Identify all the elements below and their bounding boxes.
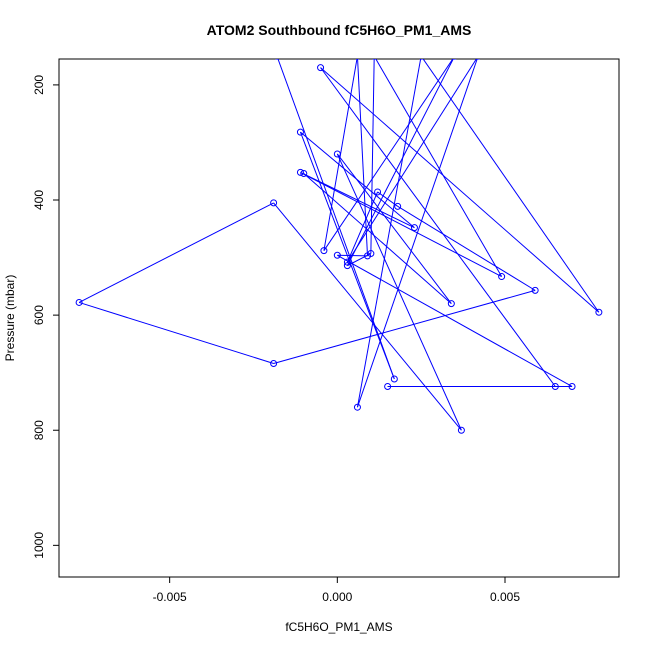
y-axis-label: Pressure (mbar) — [3, 275, 17, 362]
data-point — [374, 188, 382, 196]
series-line-segment — [337, 254, 368, 257]
series-line-segment — [320, 67, 556, 387]
x-tick-label: 0.005 — [490, 590, 520, 604]
series-line-segment — [346, 59, 454, 266]
data-point — [364, 252, 372, 260]
data-point — [551, 382, 559, 390]
data-point — [595, 308, 603, 316]
series-line-segment — [397, 205, 536, 291]
series-line-segment — [346, 191, 379, 263]
data-point — [274, 59, 279, 60]
y-tick-label: 1000 — [32, 532, 46, 559]
data-point — [498, 273, 506, 281]
data-point — [296, 128, 304, 136]
data-point — [457, 426, 465, 434]
data-point — [296, 168, 304, 176]
series-line-segment — [375, 59, 503, 277]
series-line-segment — [78, 301, 274, 364]
y-tick-label: 600 — [32, 305, 46, 325]
series-line-segment — [78, 202, 274, 303]
series-line-segment — [346, 59, 477, 263]
series-line-segment — [320, 67, 600, 313]
series-line-segment — [336, 153, 462, 431]
series-line-segment — [357, 59, 369, 256]
data-point — [75, 298, 83, 306]
data-point — [452, 59, 457, 60]
series-line-segment — [277, 59, 395, 380]
y-tick-label: 400 — [32, 190, 46, 210]
series-line-segment — [273, 202, 462, 431]
y-tick-label: 200 — [32, 75, 46, 95]
x-tick-label: 0.000 — [322, 590, 352, 604]
data-point — [317, 64, 325, 72]
chart-title: ATOM2 Southbound fC5H6O_PM1_AMS — [207, 22, 472, 38]
data-point — [531, 286, 539, 294]
data-point — [384, 382, 392, 390]
data-point — [333, 251, 341, 259]
y-tick-label: 800 — [32, 420, 46, 440]
data-point — [447, 300, 455, 308]
x-axis: -0.005 0.000 0.005 — [153, 577, 520, 604]
data-point — [355, 59, 360, 60]
plot-frame — [58, 58, 620, 578]
data-point — [343, 258, 351, 266]
data-point — [419, 59, 424, 60]
data-point — [390, 375, 398, 383]
data-series — [75, 59, 603, 434]
series-line-segment — [303, 173, 452, 304]
data-point — [320, 247, 328, 255]
series-line-segment — [356, 59, 478, 408]
series-line-segment — [336, 153, 452, 304]
x-axis-label: fC5H6O_PM1_AMS — [285, 620, 392, 634]
series-line-segment — [273, 289, 536, 364]
data-point — [394, 202, 402, 210]
data-point — [270, 359, 278, 367]
data-point — [372, 59, 377, 60]
data-point — [353, 403, 361, 411]
data-point — [333, 150, 341, 158]
series-line-segment — [370, 59, 375, 254]
series-line-segment — [356, 59, 422, 408]
y-axis: 200 400 600 800 1000 — [32, 75, 59, 559]
series-line-segment — [323, 59, 454, 251]
data-point — [300, 170, 308, 178]
data-point — [476, 59, 481, 60]
data-point — [410, 224, 418, 232]
series-line-segment — [377, 191, 398, 207]
data-point — [343, 262, 351, 270]
data-point — [270, 199, 278, 207]
series-line-segment — [337, 254, 573, 387]
data-point — [568, 382, 576, 390]
x-tick-label: -0.005 — [153, 590, 187, 604]
